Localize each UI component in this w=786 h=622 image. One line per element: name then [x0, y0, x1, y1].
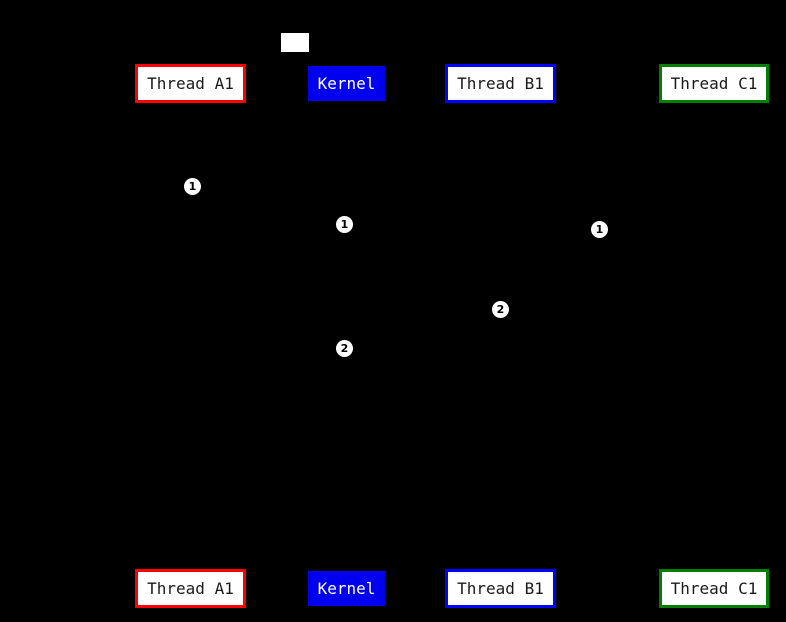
participant-label: Thread B1 [457, 579, 544, 598]
sequence-marker: 1 [591, 221, 608, 238]
sequence-marker: 2 [492, 301, 509, 318]
participant-label: Kernel [317, 579, 376, 598]
participant-thread-b1-top: Thread B1 [445, 64, 556, 103]
participant-label: Thread A1 [147, 579, 234, 598]
participant-label: Thread B1 [457, 74, 544, 93]
note-box [281, 33, 309, 52]
participant-label: Thread C1 [670, 579, 758, 598]
participant-thread-a1-top: Thread A1 [135, 64, 246, 103]
sequence-marker: 1 [184, 178, 201, 195]
participant-thread-a1-bottom: Thread A1 [135, 569, 246, 608]
participant-thread-c1-top: Thread C1 [659, 64, 769, 103]
participant-label: Kernel [317, 74, 376, 93]
participant-thread-c1-bottom: Thread C1 [659, 569, 769, 608]
participant-label: Thread C1 [670, 74, 758, 93]
participant-kernel-bottom: Kernel [308, 571, 385, 606]
sequence-marker: 2 [336, 340, 353, 357]
participant-label: Thread A1 [147, 74, 234, 93]
participant-kernel-top: Kernel [308, 66, 385, 101]
sequence-marker: 1 [336, 216, 353, 233]
participant-thread-b1-bottom: Thread B1 [445, 569, 556, 608]
